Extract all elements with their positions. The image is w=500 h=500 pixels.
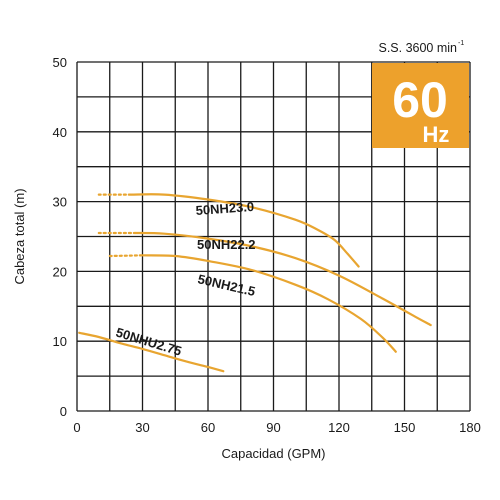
y-tick-label: 10 xyxy=(53,334,67,349)
y-tick-label: 40 xyxy=(53,125,67,140)
x-tick-label: 0 xyxy=(73,420,80,435)
x-tick-label: 120 xyxy=(328,420,350,435)
y-tick-label: 20 xyxy=(53,264,67,279)
series-line-dotted-50nh21-5 xyxy=(108,254,144,258)
y-tick-label: 50 xyxy=(53,55,67,70)
speed-label: S.S. 3600 min xyxy=(378,41,457,55)
frequency-unit: Hz xyxy=(423,122,450,147)
y-axis-label: Cabeza total (m) xyxy=(12,188,27,284)
x-axis-label: Capacidad (GPM) xyxy=(221,446,325,461)
y-tick-label: 30 xyxy=(53,195,67,210)
y-tick-label: 0 xyxy=(60,404,67,419)
frequency-value: 60 xyxy=(392,72,448,128)
series-label-50nh23-0: 50NH23.0 xyxy=(195,199,254,218)
frequency-badge xyxy=(372,63,469,148)
x-tick-label: 150 xyxy=(394,420,416,435)
series-label-50nh21-5: 50NH21.5 xyxy=(196,271,256,299)
series-line-50nh21-5 xyxy=(141,254,397,353)
x-tick-label: 90 xyxy=(266,420,280,435)
series-line-50nh23-0 xyxy=(130,193,360,268)
speed-superscript: -1 xyxy=(458,40,464,47)
series-line-50nhu2-75 xyxy=(78,331,225,373)
series-label-50nh22-2: 50NH22.2 xyxy=(197,237,256,252)
series-label-50nhu2-75: 50NHU2.75 xyxy=(114,325,183,359)
x-tick-label: 30 xyxy=(135,420,149,435)
x-tick-label: 180 xyxy=(459,420,481,435)
x-tick-label: 60 xyxy=(201,420,215,435)
series-line-50nh22-2 xyxy=(134,231,432,327)
